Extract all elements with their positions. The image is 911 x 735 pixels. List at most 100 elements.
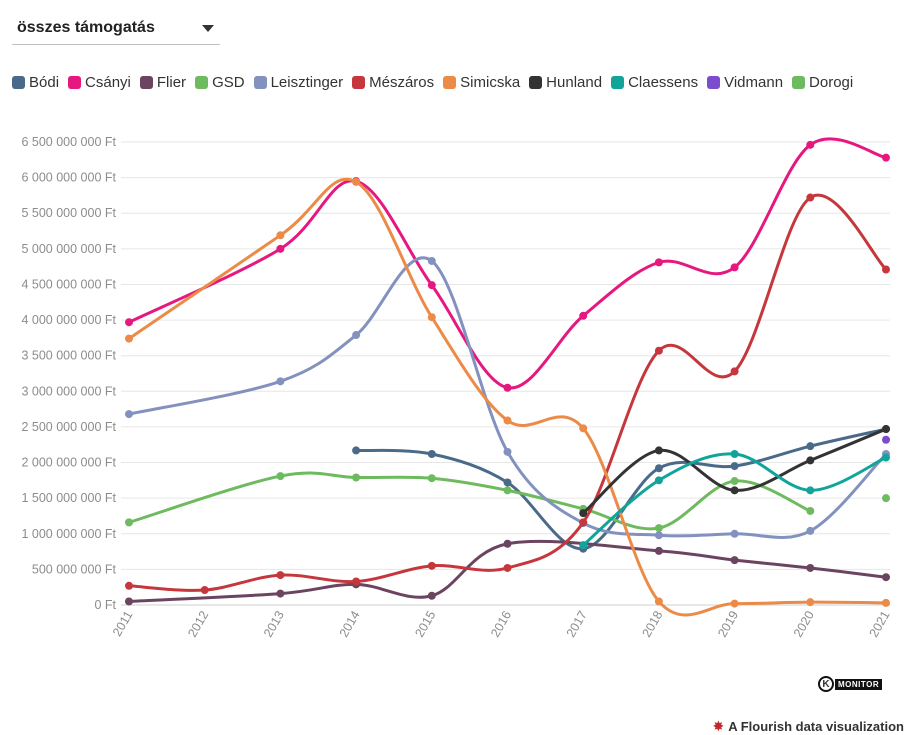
data-point [427, 281, 436, 290]
data-point [730, 263, 739, 272]
legend-swatch [195, 76, 209, 89]
data-point [276, 589, 285, 598]
legend-item[interactable]: Leisztinger [253, 72, 344, 93]
data-point [654, 546, 663, 555]
legend-swatch [529, 76, 543, 89]
data-point [806, 193, 815, 202]
series-line [127, 256, 888, 539]
data-point [806, 486, 815, 495]
data-point [125, 518, 133, 527]
data-point [579, 424, 588, 433]
data-point [882, 573, 890, 582]
k-monitor-logo-mark: K [818, 676, 834, 692]
data-point [276, 377, 285, 386]
data-point [654, 446, 663, 455]
data-point [276, 244, 285, 253]
data-point [579, 518, 588, 527]
flourish-credit[interactable]: ✸ A Flourish data visualization [712, 718, 904, 735]
x-tick-label: 2016 [488, 608, 514, 639]
data-point [503, 539, 512, 548]
x-tick-label: 2015 [412, 608, 438, 639]
y-tick-label: 3 000 000 000 Ft [21, 384, 116, 398]
legend-item[interactable]: Dorogi [792, 72, 853, 93]
data-point [654, 597, 663, 606]
series-line [127, 471, 812, 531]
legend-label: Claessens [628, 74, 699, 91]
k-monitor-logo: K MONITOR [818, 676, 898, 694]
legend-swatch [12, 76, 25, 89]
data-point [503, 447, 512, 456]
data-point [503, 486, 512, 495]
y-tick-label: 4 000 000 000 Ft [21, 313, 116, 327]
legend-label: Hunland [546, 74, 603, 91]
y-tick-label: 3 500 000 000 Ft [21, 349, 116, 363]
legend-label: Leisztinger [270, 74, 344, 91]
legend-label: Simicska [460, 74, 521, 91]
series-line [127, 539, 888, 603]
y-tick-label: 5 000 000 000 Ft [21, 242, 116, 256]
y-tick-label: 1 500 000 000 Ft [21, 491, 116, 505]
data-point [352, 177, 361, 186]
data-point [730, 449, 739, 458]
data-point [730, 599, 739, 608]
data-point [730, 477, 739, 486]
legend-item[interactable]: Claessens [611, 72, 698, 93]
legend-item[interactable]: Mészáros [352, 72, 434, 93]
data-point [730, 529, 739, 538]
legend-label: Mészáros [369, 74, 435, 91]
data-point [654, 346, 663, 355]
legend-item[interactable]: Bódi [12, 72, 59, 93]
data-point [882, 453, 890, 462]
data-point [882, 598, 890, 607]
data-point [125, 597, 133, 606]
data-point [352, 446, 361, 455]
legend-item[interactable]: Csányi [68, 72, 131, 93]
data-point [806, 442, 815, 451]
data-point [352, 473, 361, 482]
data-point [882, 494, 890, 503]
data-point [352, 331, 361, 340]
legend-item[interactable]: Flier [139, 72, 186, 93]
k-monitor-logo-text: MONITOR [835, 679, 883, 690]
y-tick-label: 2 000 000 000 Ft [21, 456, 116, 470]
legend-item[interactable]: Vidmann [707, 72, 783, 93]
chevron-down-icon [202, 25, 214, 32]
data-point [276, 571, 285, 580]
data-point [125, 334, 133, 343]
data-point [882, 435, 890, 444]
legend-item[interactable]: Hunland [529, 72, 602, 93]
data-point [654, 524, 663, 533]
legend-item[interactable]: GSD [195, 72, 245, 93]
x-tick-label: 2021 [867, 608, 893, 639]
y-tick-label: 5 500 000 000 Ft [21, 206, 116, 220]
data-point [427, 561, 436, 570]
legend-swatch [352, 76, 366, 89]
data-point [882, 425, 890, 434]
data-point [654, 531, 663, 540]
x-tick-label: 2013 [261, 608, 287, 639]
data-point [730, 556, 739, 565]
metric-dropdown[interactable]: összes támogatás [12, 14, 220, 45]
legend-swatch [139, 76, 153, 89]
x-tick-label: 2018 [639, 608, 665, 639]
data-point [125, 581, 133, 590]
y-tick-label: 6 500 000 000 Ft [21, 135, 116, 149]
flourish-star-icon: ✸ [712, 718, 725, 734]
data-point [503, 383, 512, 392]
data-point [579, 311, 588, 320]
data-point [806, 598, 815, 607]
y-tick-label: 4 500 000 000 Ft [21, 277, 116, 291]
legend-item[interactable]: Simicska [443, 72, 520, 93]
data-point [503, 478, 512, 487]
data-point [427, 474, 436, 483]
data-point [427, 591, 436, 600]
data-point [276, 472, 285, 481]
data-point [882, 265, 890, 274]
series-line [127, 177, 888, 617]
data-point [427, 313, 436, 322]
data-point [352, 577, 361, 586]
legend-swatch [253, 76, 267, 89]
x-tick-label: 2017 [564, 608, 590, 639]
flourish-credit-text: A Flourish data visualization [728, 719, 904, 734]
